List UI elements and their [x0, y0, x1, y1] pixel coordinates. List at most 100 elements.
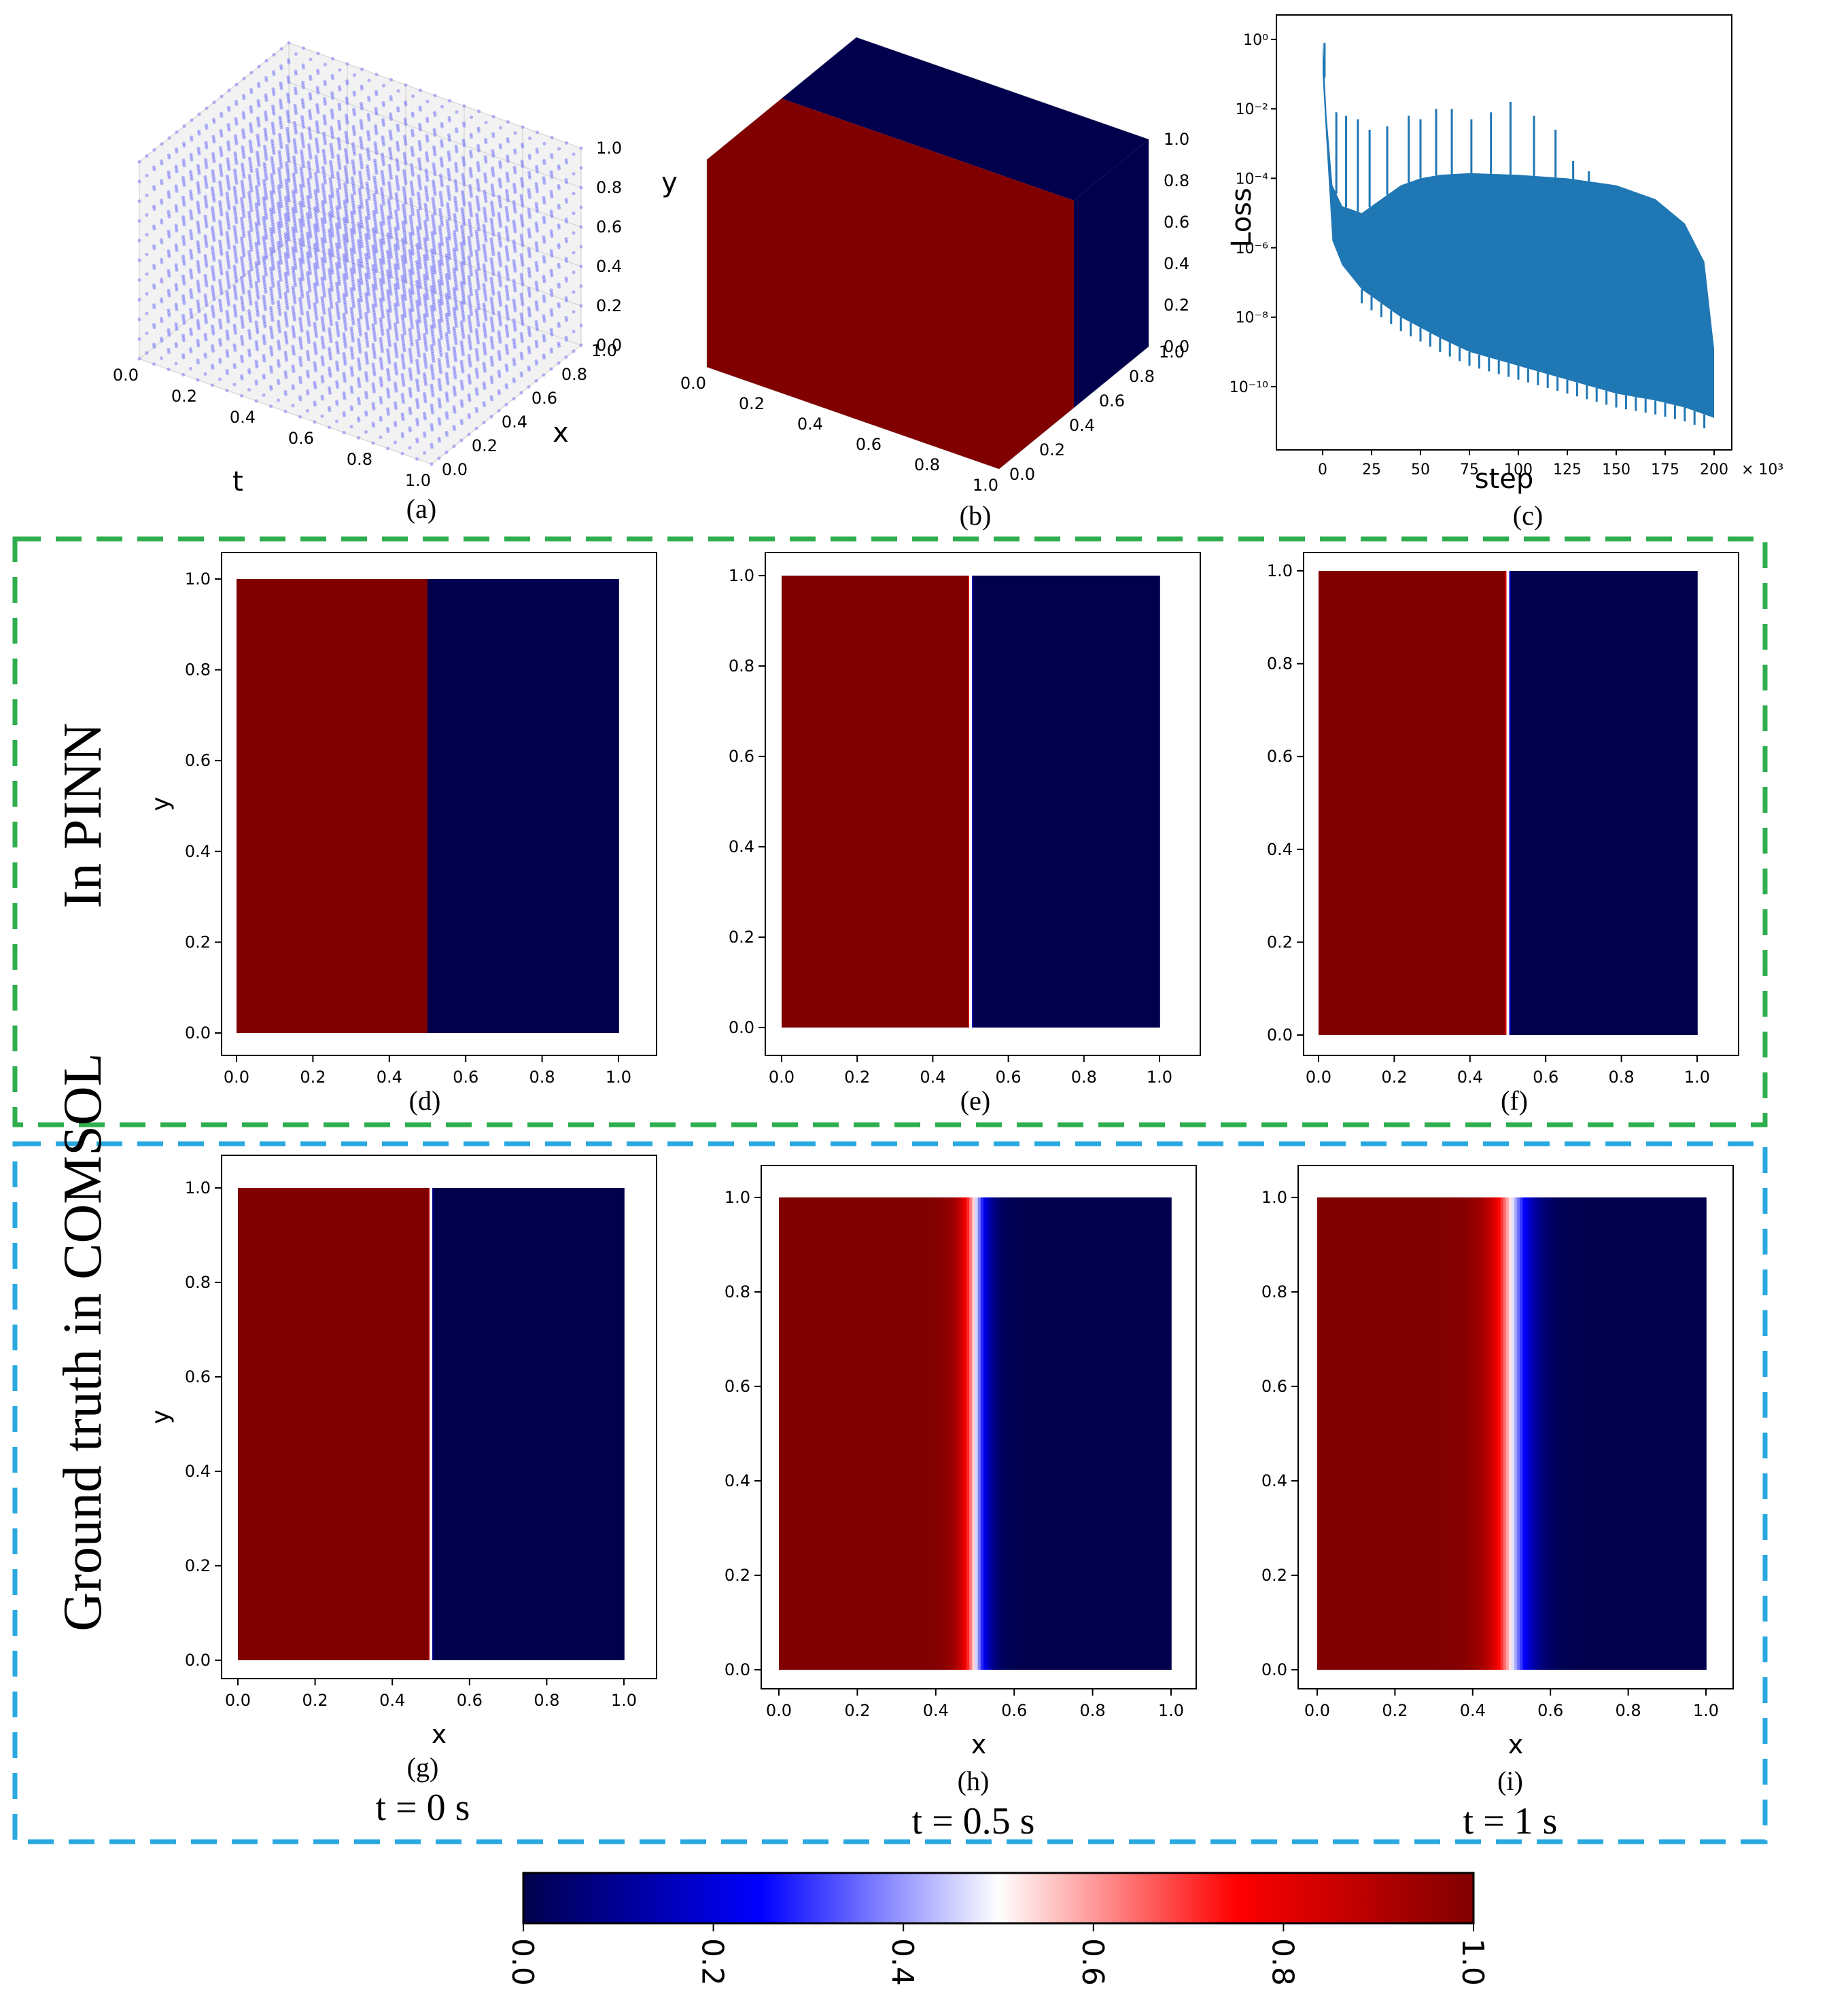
sample-point	[152, 224, 156, 228]
sample-point	[342, 332, 346, 336]
sample-point	[226, 122, 230, 127]
sample-point	[315, 142, 319, 146]
sample-point	[519, 371, 523, 375]
sample-point	[181, 299, 186, 303]
sample-point	[374, 230, 379, 234]
sample-point	[292, 236, 296, 241]
sample-point	[527, 266, 531, 270]
sample-point	[474, 308, 478, 313]
sample-point	[351, 107, 356, 111]
sample-point	[262, 321, 267, 326]
sample-point	[519, 194, 523, 198]
sample-point	[220, 173, 224, 177]
sample-point	[137, 298, 141, 302]
sample-point	[300, 120, 305, 124]
sample-point	[189, 211, 193, 215]
sample-point	[374, 92, 379, 97]
x-tick-label: 1.0	[591, 341, 617, 360]
sample-point	[512, 397, 516, 401]
sample-point	[367, 78, 371, 82]
sample-point	[263, 248, 268, 252]
sample-point	[285, 186, 290, 190]
sample-point	[512, 200, 516, 204]
sample-point	[279, 224, 283, 228]
sample-point	[188, 228, 193, 233]
sample-point	[482, 263, 486, 267]
sample-point	[504, 363, 508, 368]
sample-point	[512, 338, 516, 342]
sample-point	[423, 203, 428, 207]
sample-point	[167, 170, 171, 175]
sample-point	[233, 348, 237, 352]
sample-point	[271, 203, 275, 207]
sample-point	[349, 326, 353, 330]
sample-point	[300, 174, 304, 178]
sample-point	[167, 330, 171, 334]
x-tick-label: 50	[1411, 461, 1430, 478]
sample-point	[316, 130, 320, 135]
sample-point	[300, 139, 305, 143]
sample-point	[278, 295, 283, 300]
sample-point	[196, 223, 201, 227]
sample-point	[293, 103, 297, 107]
sample-point	[564, 141, 569, 145]
sample-point	[219, 210, 224, 214]
sample-point	[321, 183, 325, 187]
sample-point	[137, 278, 141, 282]
sample-point	[345, 197, 349, 201]
sample-point	[504, 225, 508, 230]
sample-point	[322, 311, 326, 315]
sample-point	[218, 165, 223, 170]
sample-point	[181, 220, 186, 224]
sample-point	[196, 284, 201, 289]
sample-point	[432, 111, 437, 115]
sample-point	[374, 151, 379, 156]
sample-point	[279, 120, 283, 124]
sample-point	[315, 103, 319, 107]
sample-point	[294, 188, 298, 192]
sample-point	[249, 223, 253, 227]
sample-point	[167, 173, 171, 177]
sample-point	[328, 211, 332, 215]
sample-point	[360, 203, 364, 207]
sample-point	[337, 243, 342, 247]
sample-point	[381, 84, 386, 88]
x-tick-label: 25	[1362, 461, 1381, 478]
sample-point	[270, 217, 275, 222]
sample-point	[300, 270, 304, 274]
sample-point	[181, 175, 186, 179]
sample-point	[248, 198, 252, 203]
sample-point	[460, 207, 464, 211]
sample-point	[247, 215, 252, 220]
sample-point	[203, 214, 207, 218]
sample-point	[268, 306, 273, 310]
sample-point	[329, 142, 333, 147]
sample-point	[189, 214, 194, 218]
sample-point	[415, 299, 419, 303]
sample-point	[447, 99, 452, 103]
sample-point	[285, 112, 290, 116]
sample-point	[226, 216, 230, 220]
sample-point	[519, 233, 523, 237]
sample-point	[152, 285, 156, 290]
sample-point	[197, 230, 201, 234]
sample-point	[534, 300, 538, 304]
sample-point	[334, 321, 339, 325]
sample-point	[337, 299, 341, 303]
sample-point	[279, 244, 283, 248]
sample-point	[408, 426, 412, 430]
sample-point	[227, 147, 231, 152]
z-tick-label: 0.0	[596, 336, 622, 355]
sample-point	[257, 104, 261, 108]
sample-point	[322, 136, 327, 141]
sample-point	[293, 283, 298, 287]
sample-point	[167, 156, 171, 160]
sample-point	[241, 263, 245, 268]
sample-point	[262, 393, 266, 397]
sample-point	[137, 179, 141, 183]
sample-point	[330, 229, 334, 233]
sample-point	[393, 283, 398, 287]
sample-point	[249, 203, 253, 207]
sample-point	[174, 147, 179, 152]
sample-point	[430, 285, 434, 289]
